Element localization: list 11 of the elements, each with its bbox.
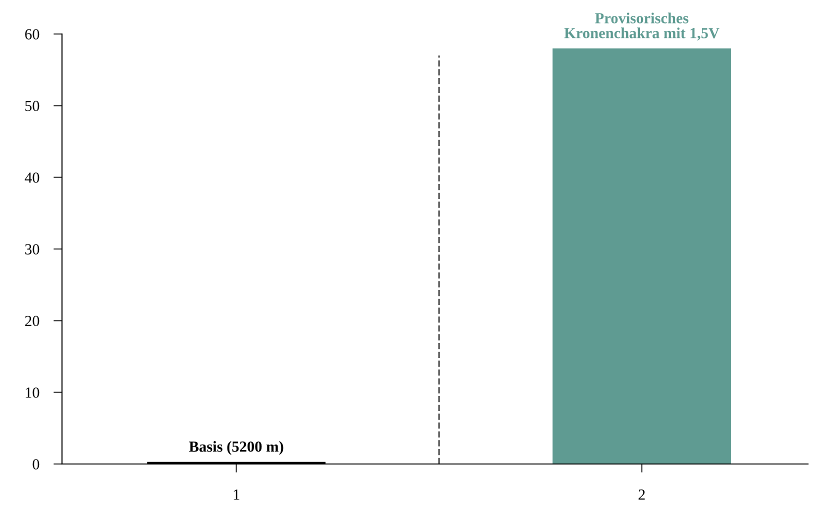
annotation: Provisorisches Kronenchakra mit 1,5V xyxy=(564,12,720,40)
y-tick-label: 40 xyxy=(24,172,40,183)
y-tick-label: 20 xyxy=(25,316,40,326)
y-tick-label: 0 xyxy=(32,459,40,470)
y-tick-label: 10 xyxy=(26,387,40,398)
annotation: Basis (5200 m) xyxy=(189,441,284,455)
y-tick-label: 50 xyxy=(25,100,40,112)
y-tick-label: 30 xyxy=(25,244,40,254)
y-tick-label: 60 xyxy=(25,29,40,40)
x-tick-label: 2 xyxy=(638,489,645,500)
x-tick-label: 1 xyxy=(234,490,240,500)
